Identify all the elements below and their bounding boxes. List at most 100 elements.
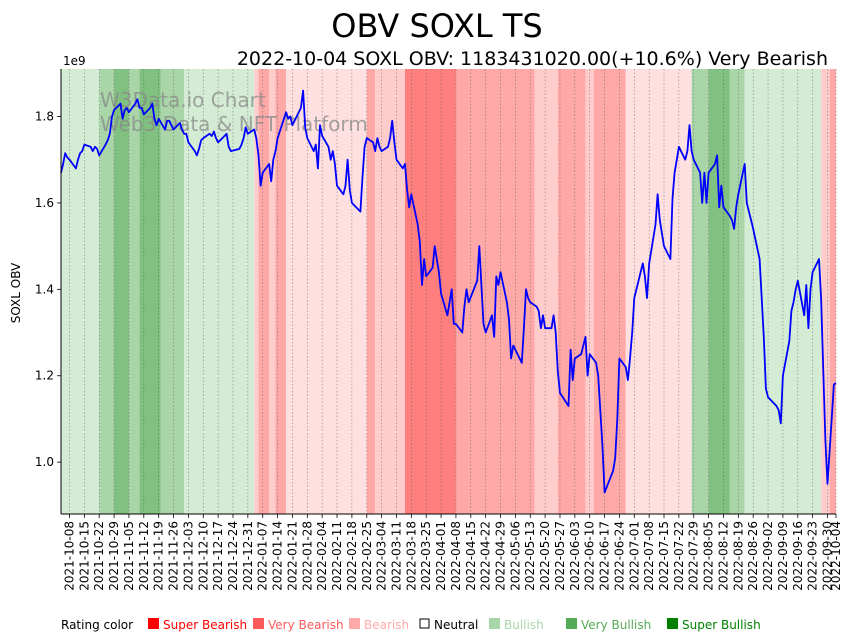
x-tick-label: 2022-05-27 bbox=[553, 521, 567, 591]
chart-title: OBV SOXL TS bbox=[331, 7, 542, 45]
rating-band-very-bearish bbox=[829, 69, 836, 514]
x-tick-label: 2022-07-01 bbox=[627, 521, 641, 591]
x-tick-label: 2021-11-26 bbox=[167, 521, 181, 591]
watermark-line: W3Data.io Chart bbox=[100, 88, 266, 112]
rating-band-super-bullish bbox=[139, 69, 161, 514]
x-tick-label: 2022-04-15 bbox=[464, 521, 478, 591]
x-tick-label: 2022-06-10 bbox=[583, 521, 597, 591]
legend-item-label: Super Bearish bbox=[163, 618, 247, 632]
y-axis-multiplier: 1e9 bbox=[63, 54, 86, 68]
rating-band-bearish bbox=[821, 69, 830, 514]
x-tick-label: 2021-11-19 bbox=[152, 521, 166, 591]
legend-item-label: Super Bullish bbox=[682, 618, 761, 632]
legend-swatch bbox=[253, 618, 264, 629]
x-tick-label: 2022-01-07 bbox=[256, 521, 270, 591]
x-tick-label: 2021-10-22 bbox=[92, 521, 106, 591]
x-tick-label: 2022-02-18 bbox=[345, 521, 359, 591]
y-tick-label: 1.6 bbox=[35, 196, 54, 210]
x-tick-label: 2022-09-30 bbox=[821, 521, 835, 591]
x-tick-label: 2021-11-05 bbox=[122, 521, 136, 591]
x-tick-label: 2022-04-22 bbox=[479, 521, 493, 591]
rating-band-bearish bbox=[254, 69, 259, 514]
rating-band-bearish bbox=[585, 69, 594, 514]
rating-band-bullish bbox=[61, 69, 100, 514]
x-tick-label: 2022-09-23 bbox=[806, 521, 820, 591]
axes bbox=[60, 69, 836, 515]
y-axis-ticks: 1.0 1.2 1.4 1.6 1.8 bbox=[35, 110, 61, 469]
x-axis-ticks: 2021-10-08 2021-10-15 2021-10-22 2021-10-29… bbox=[62, 514, 843, 591]
chart-subtitle: 2022-10-04 SOXL OBV: 1183431020.00(+10.6… bbox=[237, 48, 828, 70]
legend-swatch bbox=[419, 618, 430, 629]
rating-band-very-bearish bbox=[593, 69, 626, 514]
x-tick-label: 2021-12-10 bbox=[196, 521, 210, 591]
x-tick-label: 2022-04-29 bbox=[494, 521, 508, 591]
x-tick-label: 2021-11-12 bbox=[137, 521, 151, 591]
x-tick-label: 2022-03-04 bbox=[375, 521, 389, 591]
x-tick-label: 2022-07-29 bbox=[687, 521, 701, 591]
legend-swatch bbox=[489, 618, 500, 629]
rating-band-very-bullish bbox=[160, 69, 174, 514]
obv-series-line bbox=[60, 89, 837, 494]
x-tick-label: 2022-03-18 bbox=[404, 521, 418, 591]
y-tick-label: 1.4 bbox=[35, 282, 54, 296]
rating-band-very-bearish bbox=[258, 69, 270, 514]
x-tick-label: 2022-04-01 bbox=[434, 521, 448, 591]
legend-item-label: Very Bearish bbox=[268, 618, 344, 632]
x-tick-label: 2022-09-02 bbox=[761, 521, 775, 591]
x-tick-label: 2021-12-17 bbox=[211, 521, 225, 591]
x-tick-label: 2021-10-29 bbox=[107, 521, 121, 591]
x-tick-label: 2022-06-24 bbox=[612, 521, 626, 591]
x-tick-label: 2022-05-06 bbox=[508, 521, 522, 591]
rating-band-very-bullish bbox=[99, 69, 115, 514]
rating-band-bearish bbox=[375, 69, 405, 514]
x-tick-label: 2022-07-15 bbox=[657, 521, 671, 591]
x-tick-label: 2022-04-08 bbox=[449, 521, 463, 591]
series-layer bbox=[60, 89, 837, 494]
rating-band-very-bearish bbox=[275, 69, 287, 514]
y-tick-label: 1.0 bbox=[35, 455, 54, 469]
rating-band-bearish bbox=[534, 69, 558, 514]
x-tick-label: 2022-05-13 bbox=[523, 521, 537, 591]
rating-band-very-bullish bbox=[729, 69, 745, 514]
x-tick-label: 2022-03-25 bbox=[419, 521, 433, 591]
x-tick-label: 2022-05-20 bbox=[538, 521, 552, 591]
x-tick-label: 2022-02-25 bbox=[360, 521, 374, 591]
x-tick-label: 2021-12-24 bbox=[226, 521, 240, 591]
legend: Rating color Super Bearish Very Bearish Bea… bbox=[61, 618, 761, 632]
y-axis-label: SOXL OBV bbox=[9, 262, 23, 323]
x-tick-label: 2021-10-15 bbox=[77, 521, 91, 591]
x-tick-label: 2021-12-31 bbox=[241, 521, 255, 591]
legend-swatch bbox=[667, 618, 678, 629]
rating-band-very-bullish bbox=[173, 69, 185, 514]
legend-item-label: Very Bullish bbox=[581, 618, 651, 632]
rating-band-super-bearish bbox=[404, 69, 456, 514]
rating-band-very-bearish bbox=[557, 69, 586, 514]
x-tick-label: 2021-12-03 bbox=[181, 521, 195, 591]
x-tick-label: 2022-02-11 bbox=[330, 521, 344, 591]
legend-title: Rating color bbox=[61, 618, 133, 632]
x-tick-label: 2022-09-09 bbox=[776, 521, 790, 591]
y-tick-label: 1.2 bbox=[35, 369, 54, 383]
legend-swatch bbox=[566, 618, 577, 629]
legend-swatch bbox=[148, 618, 159, 629]
rating-band-bearish bbox=[269, 69, 276, 514]
x-tick-label: 2022-08-19 bbox=[731, 521, 745, 591]
rating-band-very-bullish bbox=[128, 69, 140, 514]
x-tick-label: 2022-02-04 bbox=[315, 521, 329, 591]
rating-band-super-bullish bbox=[708, 69, 730, 514]
x-tick-label: 2022-01-28 bbox=[300, 521, 314, 591]
legend-swatch bbox=[349, 618, 360, 629]
legend-item-label: Bullish bbox=[504, 618, 544, 632]
x-tick-label: 2022-10-04 bbox=[829, 521, 843, 591]
legend-item-label: Neutral bbox=[434, 618, 478, 632]
x-tick-label: 2022-07-22 bbox=[672, 521, 686, 591]
x-tick-label: 2022-01-14 bbox=[271, 521, 285, 591]
x-tick-label: 2022-08-26 bbox=[746, 521, 760, 591]
x-tick-label: 2022-07-08 bbox=[642, 521, 656, 591]
rating-band-very-bearish bbox=[366, 69, 376, 514]
x-tick-label: 2022-06-03 bbox=[568, 521, 582, 591]
x-tick-label: 2021-10-08 bbox=[62, 521, 76, 591]
x-tick-label: 2022-06-17 bbox=[598, 521, 612, 591]
x-tick-label: 2022-01-21 bbox=[285, 521, 299, 591]
